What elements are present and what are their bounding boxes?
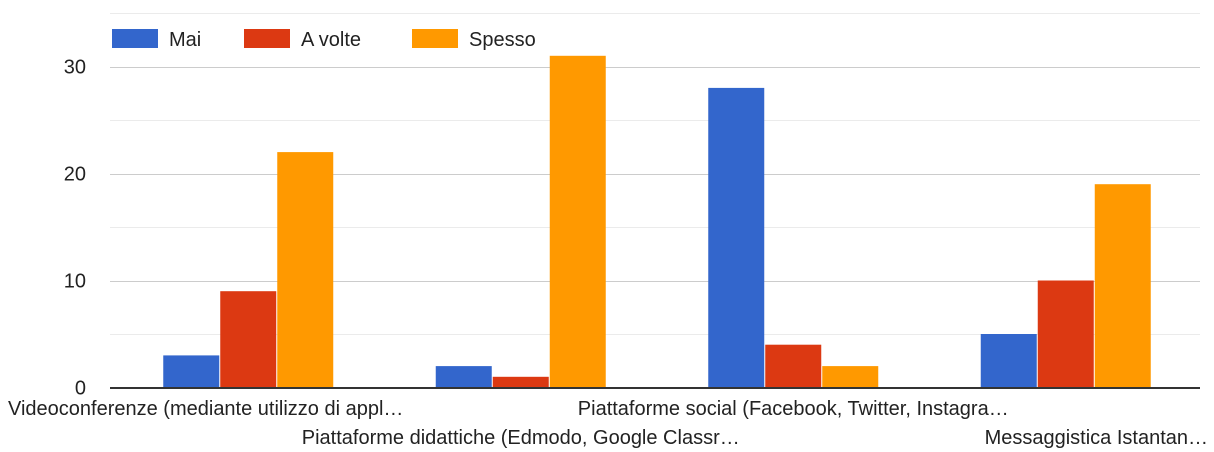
x-category-label: Videoconferenze (mediante utilizzo di ap… bbox=[8, 398, 403, 420]
bar-a-volte[interactable] bbox=[220, 291, 277, 388]
legend-item-spesso[interactable]: Spesso bbox=[412, 29, 536, 51]
y-tick-label: 30 bbox=[64, 57, 86, 79]
x-category-label: Piattaforme didattiche (Edmodo, Google C… bbox=[302, 427, 740, 449]
x-category-label: Piattaforme social (Facebook, Twitter, I… bbox=[578, 398, 1009, 420]
legend-item-mai[interactable]: Mai bbox=[112, 29, 201, 51]
x-category-label: Messaggistica Istantan… bbox=[985, 427, 1208, 449]
legend: Mai A volte Spesso bbox=[112, 29, 536, 51]
bar-a-volte[interactable] bbox=[765, 344, 822, 388]
bar-mai[interactable] bbox=[163, 355, 220, 388]
legend-swatch bbox=[244, 29, 290, 48]
bar-mai[interactable] bbox=[435, 366, 492, 388]
bars bbox=[163, 55, 1151, 388]
bar-mai[interactable] bbox=[980, 334, 1037, 388]
legend-swatch bbox=[412, 29, 458, 48]
gridlines bbox=[110, 13, 1200, 335]
legend-swatch bbox=[112, 29, 158, 48]
bar-a-volte[interactable] bbox=[1037, 280, 1094, 388]
y-tick-label: 10 bbox=[64, 271, 86, 293]
legend-item-a-volte[interactable]: A volte bbox=[244, 29, 361, 51]
bar-spesso[interactable] bbox=[822, 366, 879, 388]
bar-mai[interactable] bbox=[708, 87, 765, 388]
bar-spesso[interactable] bbox=[1094, 184, 1151, 388]
y-tick-label: 20 bbox=[64, 164, 86, 186]
legend-label: Mai bbox=[169, 29, 201, 51]
legend-label: Spesso bbox=[469, 29, 536, 51]
bar-spesso[interactable] bbox=[549, 55, 606, 388]
y-tick-label: 0 bbox=[75, 378, 86, 400]
y-axis-ticks: 0 10 20 30 bbox=[64, 57, 86, 400]
bar-a-volte[interactable] bbox=[492, 376, 549, 388]
legend-label: A volte bbox=[301, 29, 361, 51]
x-axis-labels: Videoconferenze (mediante utilizzo di ap… bbox=[8, 398, 1208, 449]
bar-spesso[interactable] bbox=[277, 152, 334, 388]
